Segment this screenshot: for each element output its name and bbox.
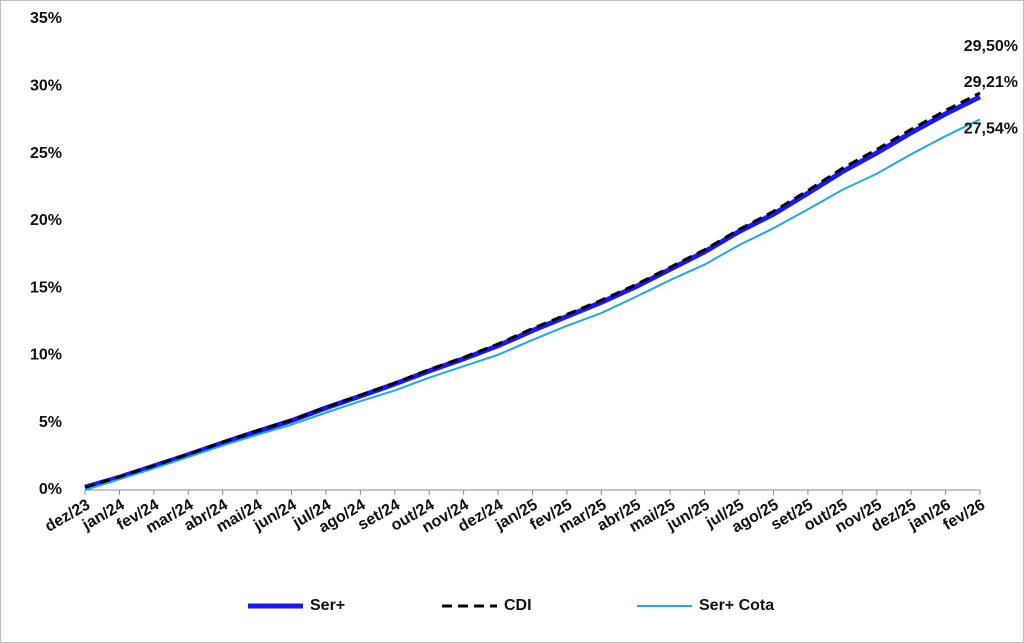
data-label: 29,21%: [964, 74, 1018, 91]
y-tick-label: 20%: [30, 212, 62, 229]
series-line: [84, 94, 982, 490]
y-tick-label: 15%: [30, 279, 62, 296]
y-tick-label: 35%: [30, 10, 62, 27]
legend-label: Ser+: [310, 597, 345, 614]
legend-label: CDI: [504, 597, 532, 614]
data-label: 27,54%: [964, 121, 1018, 138]
y-tick-label: 30%: [30, 78, 62, 95]
y-tick-label: 10%: [30, 347, 62, 364]
legend-label: Ser+ Cota: [699, 597, 774, 614]
y-tick-label: 5%: [39, 414, 62, 431]
data-label: 29,50%: [964, 38, 1018, 55]
series-line: [84, 118, 981, 491]
y-tick-label: 0%: [39, 481, 62, 498]
y-tick-label: 25%: [30, 145, 62, 162]
